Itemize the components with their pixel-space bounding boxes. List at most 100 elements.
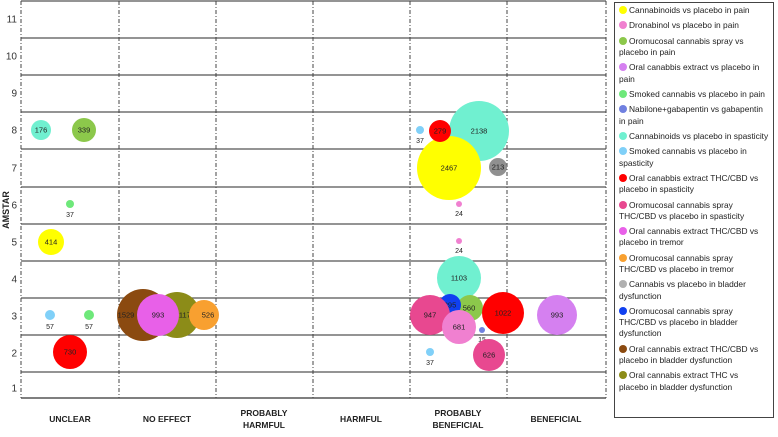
legend-item: Oromucosal cannabis spray THC/CBD vs pla…: [619, 200, 769, 222]
y-tick-label: 4: [11, 275, 17, 286]
bubble: 526: [189, 300, 219, 330]
bubble-circle: [66, 200, 74, 208]
y-tick-label: 10: [6, 52, 18, 63]
bubble-label: 1179: [179, 311, 195, 320]
x-category-label: BENEFICIAL: [531, 414, 582, 424]
bubble: 730: [53, 335, 87, 369]
bubble-circle: [137, 294, 179, 336]
legend-item: Smoked cannabis vs placebo in pain: [619, 89, 769, 100]
bubble-label: 15: [478, 337, 486, 344]
bubble-circle: [429, 120, 451, 142]
legend-item: Oromucosal cannabis spray THC/CBD vs pla…: [619, 306, 769, 340]
bubble: 414: [38, 229, 64, 255]
legend-item: Oromucosal cannabis spray THC/CBD vs pla…: [619, 253, 769, 275]
y-tick-label: 7: [11, 164, 17, 175]
legend-swatch-icon: [619, 131, 627, 140]
legend-swatch-icon: [619, 6, 627, 14]
y-tick-label: 3: [11, 312, 17, 323]
bubble-circle: [456, 238, 462, 244]
bubble-label: 339: [78, 126, 91, 135]
bubble-label: 295: [444, 301, 457, 310]
bubble-label: 57: [46, 324, 54, 331]
bubble: 626: [473, 339, 505, 371]
y-axis-ticks: 11 10 9 8 7 6 5 4 3 2 1: [6, 15, 18, 395]
y-tick-label: 9: [11, 89, 17, 100]
bubble-label: 37: [66, 212, 74, 219]
bubble-label: 993: [551, 311, 564, 320]
legend-label: Oral canabbis extract vs placebo in pain: [619, 62, 760, 84]
legend-label: Oromucosal cannabis spray THC/CBD vs pla…: [619, 305, 738, 339]
legend-swatch-icon: [619, 280, 627, 289]
bubble-label: 1529: [118, 311, 135, 320]
legend-swatch-icon: [619, 227, 627, 236]
bubble-circle: [38, 229, 64, 255]
bubble-circle: [189, 300, 219, 330]
bubble-label: 1103: [451, 274, 467, 283]
legend-item: Cannabinoids vs placebo in spasticity: [619, 131, 769, 142]
bubble: 15: [478, 327, 486, 344]
legend-item: Oromucosal cannabis spray vs placebo in …: [619, 36, 769, 58]
legend-label: Oral cannabis extract THC/CBD vs placebo…: [619, 226, 759, 248]
bubble-label: 626: [483, 351, 496, 360]
bubble: 993: [137, 294, 179, 336]
x-category-label: HARMFUL: [340, 414, 382, 424]
bubble-label: 57: [85, 324, 93, 331]
legend-item: Nabilone+gabapentin vs gabapentin in pai…: [619, 104, 769, 126]
x-category-label: HARMFUL: [243, 420, 285, 430]
legend-label: Nabilone+gabapentin vs gabapentin in pai…: [619, 104, 763, 126]
bubble-label: 414: [45, 238, 58, 247]
bubble-circle: [426, 348, 434, 356]
x-category-label: PROBABLY: [241, 408, 288, 418]
y-tick-label: 2: [11, 349, 17, 360]
vertical-gridlines: [20, 1, 607, 398]
legend-item: Oral canabbis extract vs placebo in pain: [619, 62, 769, 84]
legend-label: Cannabinoids vs placebo in spasticity: [629, 130, 769, 141]
y-tick-label: 11: [7, 15, 18, 26]
legend-swatch-icon: [619, 105, 627, 114]
y-axis-label: AMSTAR: [1, 191, 11, 229]
bubble-circle: [479, 327, 485, 333]
bubble-label: 213: [492, 163, 505, 172]
legend-label: Oral canabbis extract THC/CBD vs placebo…: [619, 172, 759, 195]
y-tick-label: 1: [11, 384, 17, 395]
bubble: 57: [45, 310, 55, 331]
x-category-label: BENEFICIAL: [433, 420, 484, 430]
bubble-label: 24: [455, 248, 463, 255]
bubble: 213: [489, 158, 507, 176]
bubble: 993: [537, 295, 577, 335]
bubble-circle: [416, 126, 424, 134]
bubble: 681: [442, 310, 476, 344]
bubble-label: 947: [424, 311, 437, 320]
bubble-label: 176: [35, 126, 48, 135]
bubble-circle: [537, 295, 577, 335]
x-category-label: PROBABLY: [435, 408, 482, 418]
bubble-circle: [456, 201, 462, 207]
legend-item: Oral cannabis extract THC/CBD vs placebo…: [619, 344, 769, 366]
bubble-layer: 176 339 37 414 57 57 730 1529 1179 526 993 2138 2467…: [31, 101, 577, 371]
bubble-label: 279: [434, 127, 447, 136]
legend-item: Dronabinol vs placebo in pain: [619, 20, 769, 31]
bubble: 1103: [437, 256, 481, 300]
legend-label: Oral cannabis extract THC/CBD vs placebo…: [619, 343, 759, 365]
legend-label: Oral cannabis extract THC vs placebo in …: [619, 370, 739, 392]
x-category-label: UNCLEAR: [49, 414, 91, 424]
x-category-label: NO EFFECT: [143, 414, 192, 424]
legend-swatch-icon: [619, 21, 627, 30]
bubble: 2467: [417, 136, 481, 200]
bubble-circle: [489, 158, 507, 176]
bubble: 1022: [482, 292, 524, 334]
legend-swatch-icon: [619, 173, 627, 182]
legend-swatch-icon: [619, 147, 627, 156]
x-axis-categories: UNCLEAR NO EFFECT PROBABLY HARMFUL HARMFUL PR…: [49, 408, 581, 430]
bubble-label: 681: [453, 323, 466, 332]
bubble-label: 560: [463, 304, 476, 313]
legend-swatch-icon: [619, 200, 627, 209]
bubble-circle: [72, 118, 96, 142]
bubble-chart: 11 10 9 8 7 6 5 4 3 2 1 AMSTAR 176 339 37 414 57 57 730 1…: [1, 0, 607, 430]
bubble-label: 24: [455, 211, 463, 218]
bubble-circle: [45, 310, 55, 320]
bubble-circle: [53, 335, 87, 369]
legend-item: Oral cannabis extract THC vs placebo in …: [619, 370, 769, 392]
bubble: 24: [455, 238, 463, 255]
